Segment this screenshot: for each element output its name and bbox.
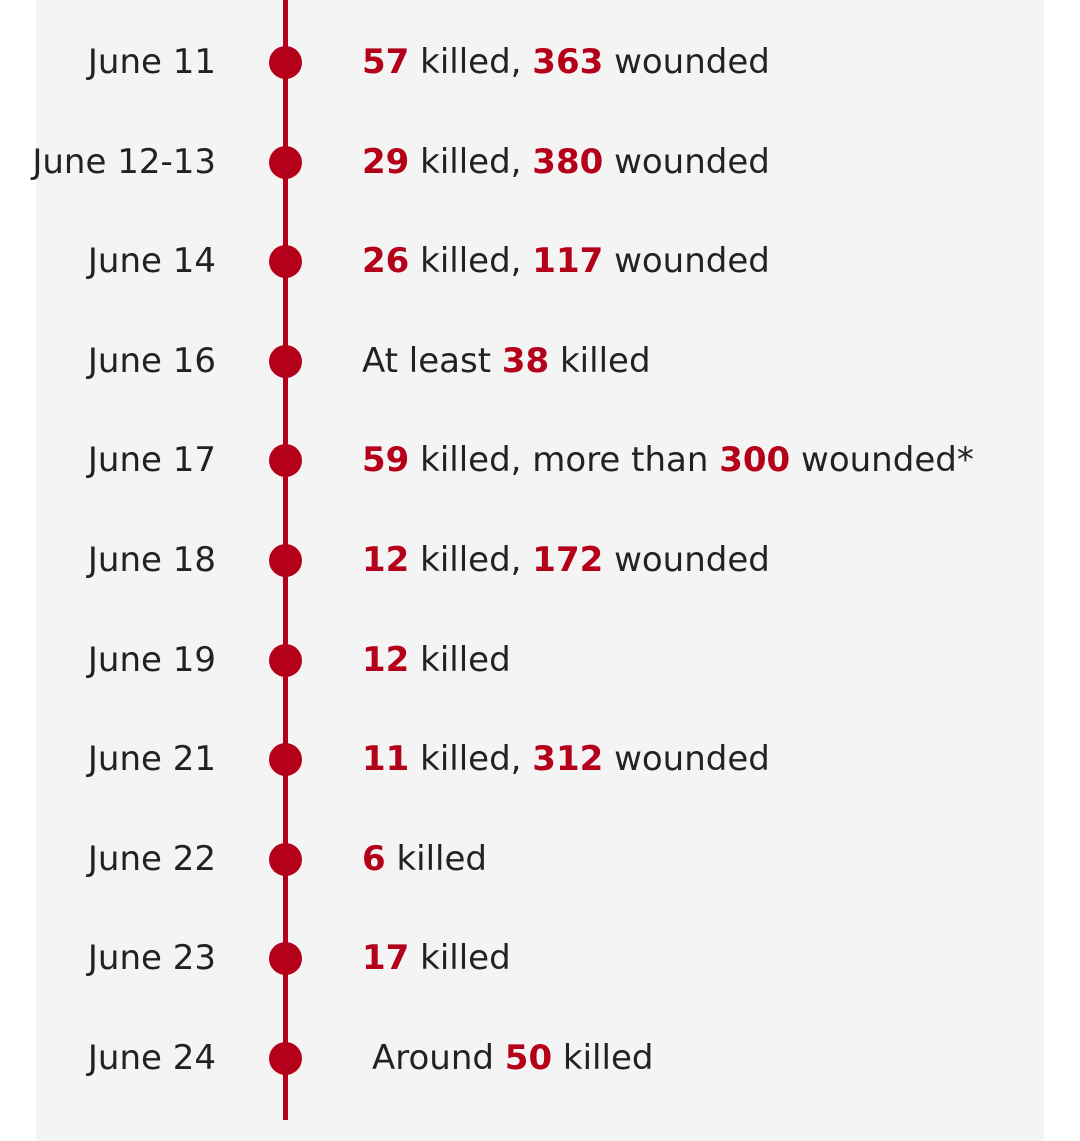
timeline-date: June 18 <box>87 540 216 580</box>
casualty-text: wounded <box>603 241 770 281</box>
casualty-text: wounded <box>603 42 770 82</box>
casualty-count: 300 <box>719 440 791 480</box>
timeline-description: 11 killed, 312 wounded <box>362 729 770 789</box>
casualty-text: killed, <box>409 739 533 779</box>
casualty-count: 17 <box>362 938 410 978</box>
timeline-dot <box>269 544 302 577</box>
timeline-description: 12 killed <box>362 630 511 690</box>
timeline-description: At least 38 killed <box>362 331 651 391</box>
timeline-dot <box>269 644 302 677</box>
timeline-row: June 12-13 29 killed, 380 wounded <box>0 132 1080 192</box>
casualty-count: 11 <box>362 739 410 779</box>
timeline-dot <box>269 245 302 278</box>
timeline-dot <box>269 444 302 477</box>
timeline-row: June 18 12 killed, 172 wounded <box>0 530 1080 590</box>
timeline-row: June 17 59 killed, more than 300 wounded* <box>0 430 1080 490</box>
casualty-text: killed, <box>409 42 533 82</box>
timeline-dot <box>269 146 302 179</box>
casualty-text: killed <box>385 839 488 879</box>
timeline-date: June 22 <box>87 839 216 879</box>
timeline-dot <box>269 1042 302 1075</box>
casualty-text: killed, <box>409 142 533 182</box>
timeline-row: June 16 At least 38 killed <box>0 331 1080 391</box>
casualty-text: At least <box>362 341 502 381</box>
timeline-dot <box>269 942 302 975</box>
timeline-dot <box>269 46 302 79</box>
timeline-dot <box>269 345 302 378</box>
casualty-text: Around <box>372 1038 505 1078</box>
timeline-row: June 19 12 killed <box>0 630 1080 690</box>
casualty-count: 57 <box>362 42 410 82</box>
timeline-date: June 17 <box>87 440 216 480</box>
timeline-row: June 23 17 killed <box>0 928 1080 988</box>
timeline-row: June 14 26 killed, 117 wounded <box>0 231 1080 291</box>
timeline-panel <box>36 0 1044 1141</box>
casualty-count: 50 <box>504 1038 553 1078</box>
casualty-text: wounded <box>603 540 770 580</box>
casualty-text: killed <box>409 938 511 978</box>
casualty-count: 38 <box>501 341 550 381</box>
casualty-text: killed <box>552 1038 654 1078</box>
timeline-row: June 22 6 killed <box>0 829 1080 889</box>
casualty-count: 363 <box>532 42 604 82</box>
casualty-text: wounded <box>603 739 770 779</box>
timeline-date: June 12-13 <box>32 142 216 182</box>
timeline-row: June 24 Around 50 killed <box>0 1028 1080 1088</box>
timeline-dot <box>269 843 302 876</box>
timeline-date: June 23 <box>87 938 216 978</box>
timeline-date: June 21 <box>87 739 216 779</box>
casualty-count: 29 <box>362 142 410 182</box>
casualty-text: killed <box>549 341 651 381</box>
casualty-count: 172 <box>532 540 604 580</box>
timeline-date: June 19 <box>87 640 216 680</box>
casualty-count: 12 <box>362 540 410 580</box>
timeline-date: June 16 <box>87 341 216 381</box>
casualty-text: wounded* <box>790 440 974 480</box>
timeline-description: 59 killed, more than 300 wounded* <box>362 430 974 490</box>
casualty-count: 12 <box>362 640 410 680</box>
timeline-row: June 11 57 killed, 363 wounded <box>0 32 1080 92</box>
timeline-description: 17 killed <box>362 928 511 988</box>
casualty-count: 26 <box>362 241 410 281</box>
timeline-description: 29 killed, 380 wounded <box>362 132 770 192</box>
casualty-count: 312 <box>532 739 604 779</box>
casualty-count: 59 <box>362 440 410 480</box>
timeline-dot <box>269 743 302 776</box>
casualty-text: killed, <box>409 241 533 281</box>
casualty-text: killed <box>409 640 511 680</box>
casualty-count: 117 <box>532 241 604 281</box>
timeline-row: June 21 11 killed, 312 wounded <box>0 729 1080 789</box>
timeline-date: June 11 <box>87 42 216 82</box>
casualty-text: killed, more than <box>409 440 720 480</box>
casualty-text: killed, <box>409 540 533 580</box>
casualty-count: 6 <box>362 839 386 879</box>
timeline-description: 57 killed, 363 wounded <box>362 32 770 92</box>
casualty-text: wounded <box>603 142 770 182</box>
timeline-description: Around 50 killed <box>372 1028 653 1088</box>
timeline-description: 6 killed <box>362 829 487 889</box>
casualty-count: 380 <box>532 142 604 182</box>
timeline-date: June 14 <box>87 241 216 281</box>
timeline-date: June 24 <box>87 1038 216 1078</box>
timeline-description: 26 killed, 117 wounded <box>362 231 770 291</box>
timeline-description: 12 killed, 172 wounded <box>362 530 770 590</box>
